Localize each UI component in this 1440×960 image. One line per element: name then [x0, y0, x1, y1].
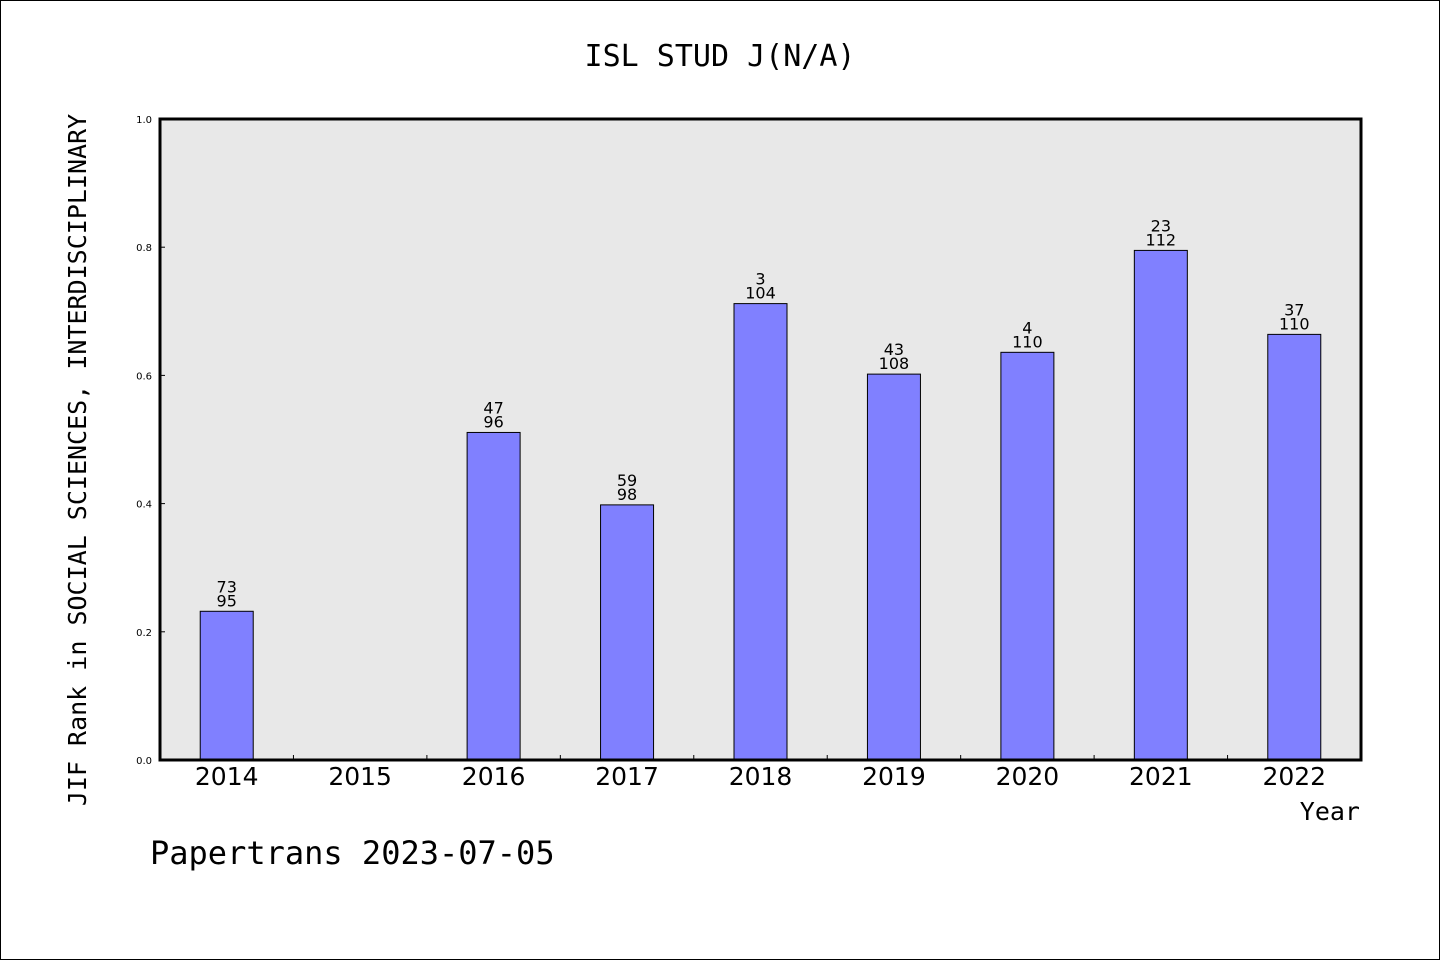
total-label: 110: [1012, 332, 1043, 351]
rank-label: 47: [483, 398, 503, 417]
total-label: 108: [879, 354, 910, 373]
x-axis-label: Year: [1300, 797, 1360, 826]
rank-label: 4: [1022, 318, 1032, 337]
bar: [466, 431, 521, 761]
chart-title: ISL STUD J(N/A): [585, 39, 856, 74]
total-label: 112: [1146, 230, 1177, 249]
bar: [1133, 249, 1188, 761]
x-tick-label: 2014: [195, 762, 259, 791]
x-tick-label: 2019: [862, 762, 926, 791]
rank-label: 3: [755, 270, 765, 289]
y-tick-label: 0.0: [136, 756, 152, 767]
total-label: 95: [217, 591, 237, 610]
rank-label: 73: [217, 577, 237, 596]
x-tick-label: 2015: [328, 762, 392, 791]
axis-ticks: 2014 2015 2016 2017 2018 2019 2020 2021 2022 0.0 0…: [136, 115, 1326, 791]
bar: [1000, 351, 1055, 761]
bar: [733, 303, 788, 761]
y-tick-label: 0.8: [136, 243, 152, 254]
x-tick-label: 2021: [1129, 762, 1193, 791]
y-tick-label: 0.2: [136, 628, 152, 639]
bar: [600, 504, 655, 761]
rank-label: 37: [1284, 300, 1304, 319]
total-label: 98: [617, 485, 637, 504]
x-tick-label: 2016: [462, 762, 526, 791]
plot-border: [158, 117, 1363, 762]
y-axis-label: JIF Rank in SOCIAL SCIENCES, INTERDISCIP…: [63, 114, 92, 806]
bar: [1267, 333, 1322, 761]
y-tick-label: 0.6: [136, 371, 152, 382]
bars: [199, 249, 1322, 761]
credit-text: Papertrans 2023-07-05: [150, 834, 555, 872]
total-label: 110: [1279, 314, 1310, 333]
x-tick-label: 2020: [996, 762, 1060, 791]
bar: [866, 373, 921, 761]
x-tick-label: 2022: [1262, 762, 1326, 791]
y-tick-label: 1.0: [136, 115, 152, 126]
y-tick-label: 0.4: [136, 500, 152, 511]
total-label: 96: [483, 412, 503, 431]
rank-label: 59: [617, 471, 637, 490]
total-label: 104: [745, 284, 776, 303]
bar: [199, 610, 254, 761]
x-tick-label: 2018: [729, 762, 793, 791]
rank-label: 43: [884, 340, 904, 359]
rank-label: 23: [1151, 216, 1171, 235]
x-tick-label: 2017: [595, 762, 659, 791]
